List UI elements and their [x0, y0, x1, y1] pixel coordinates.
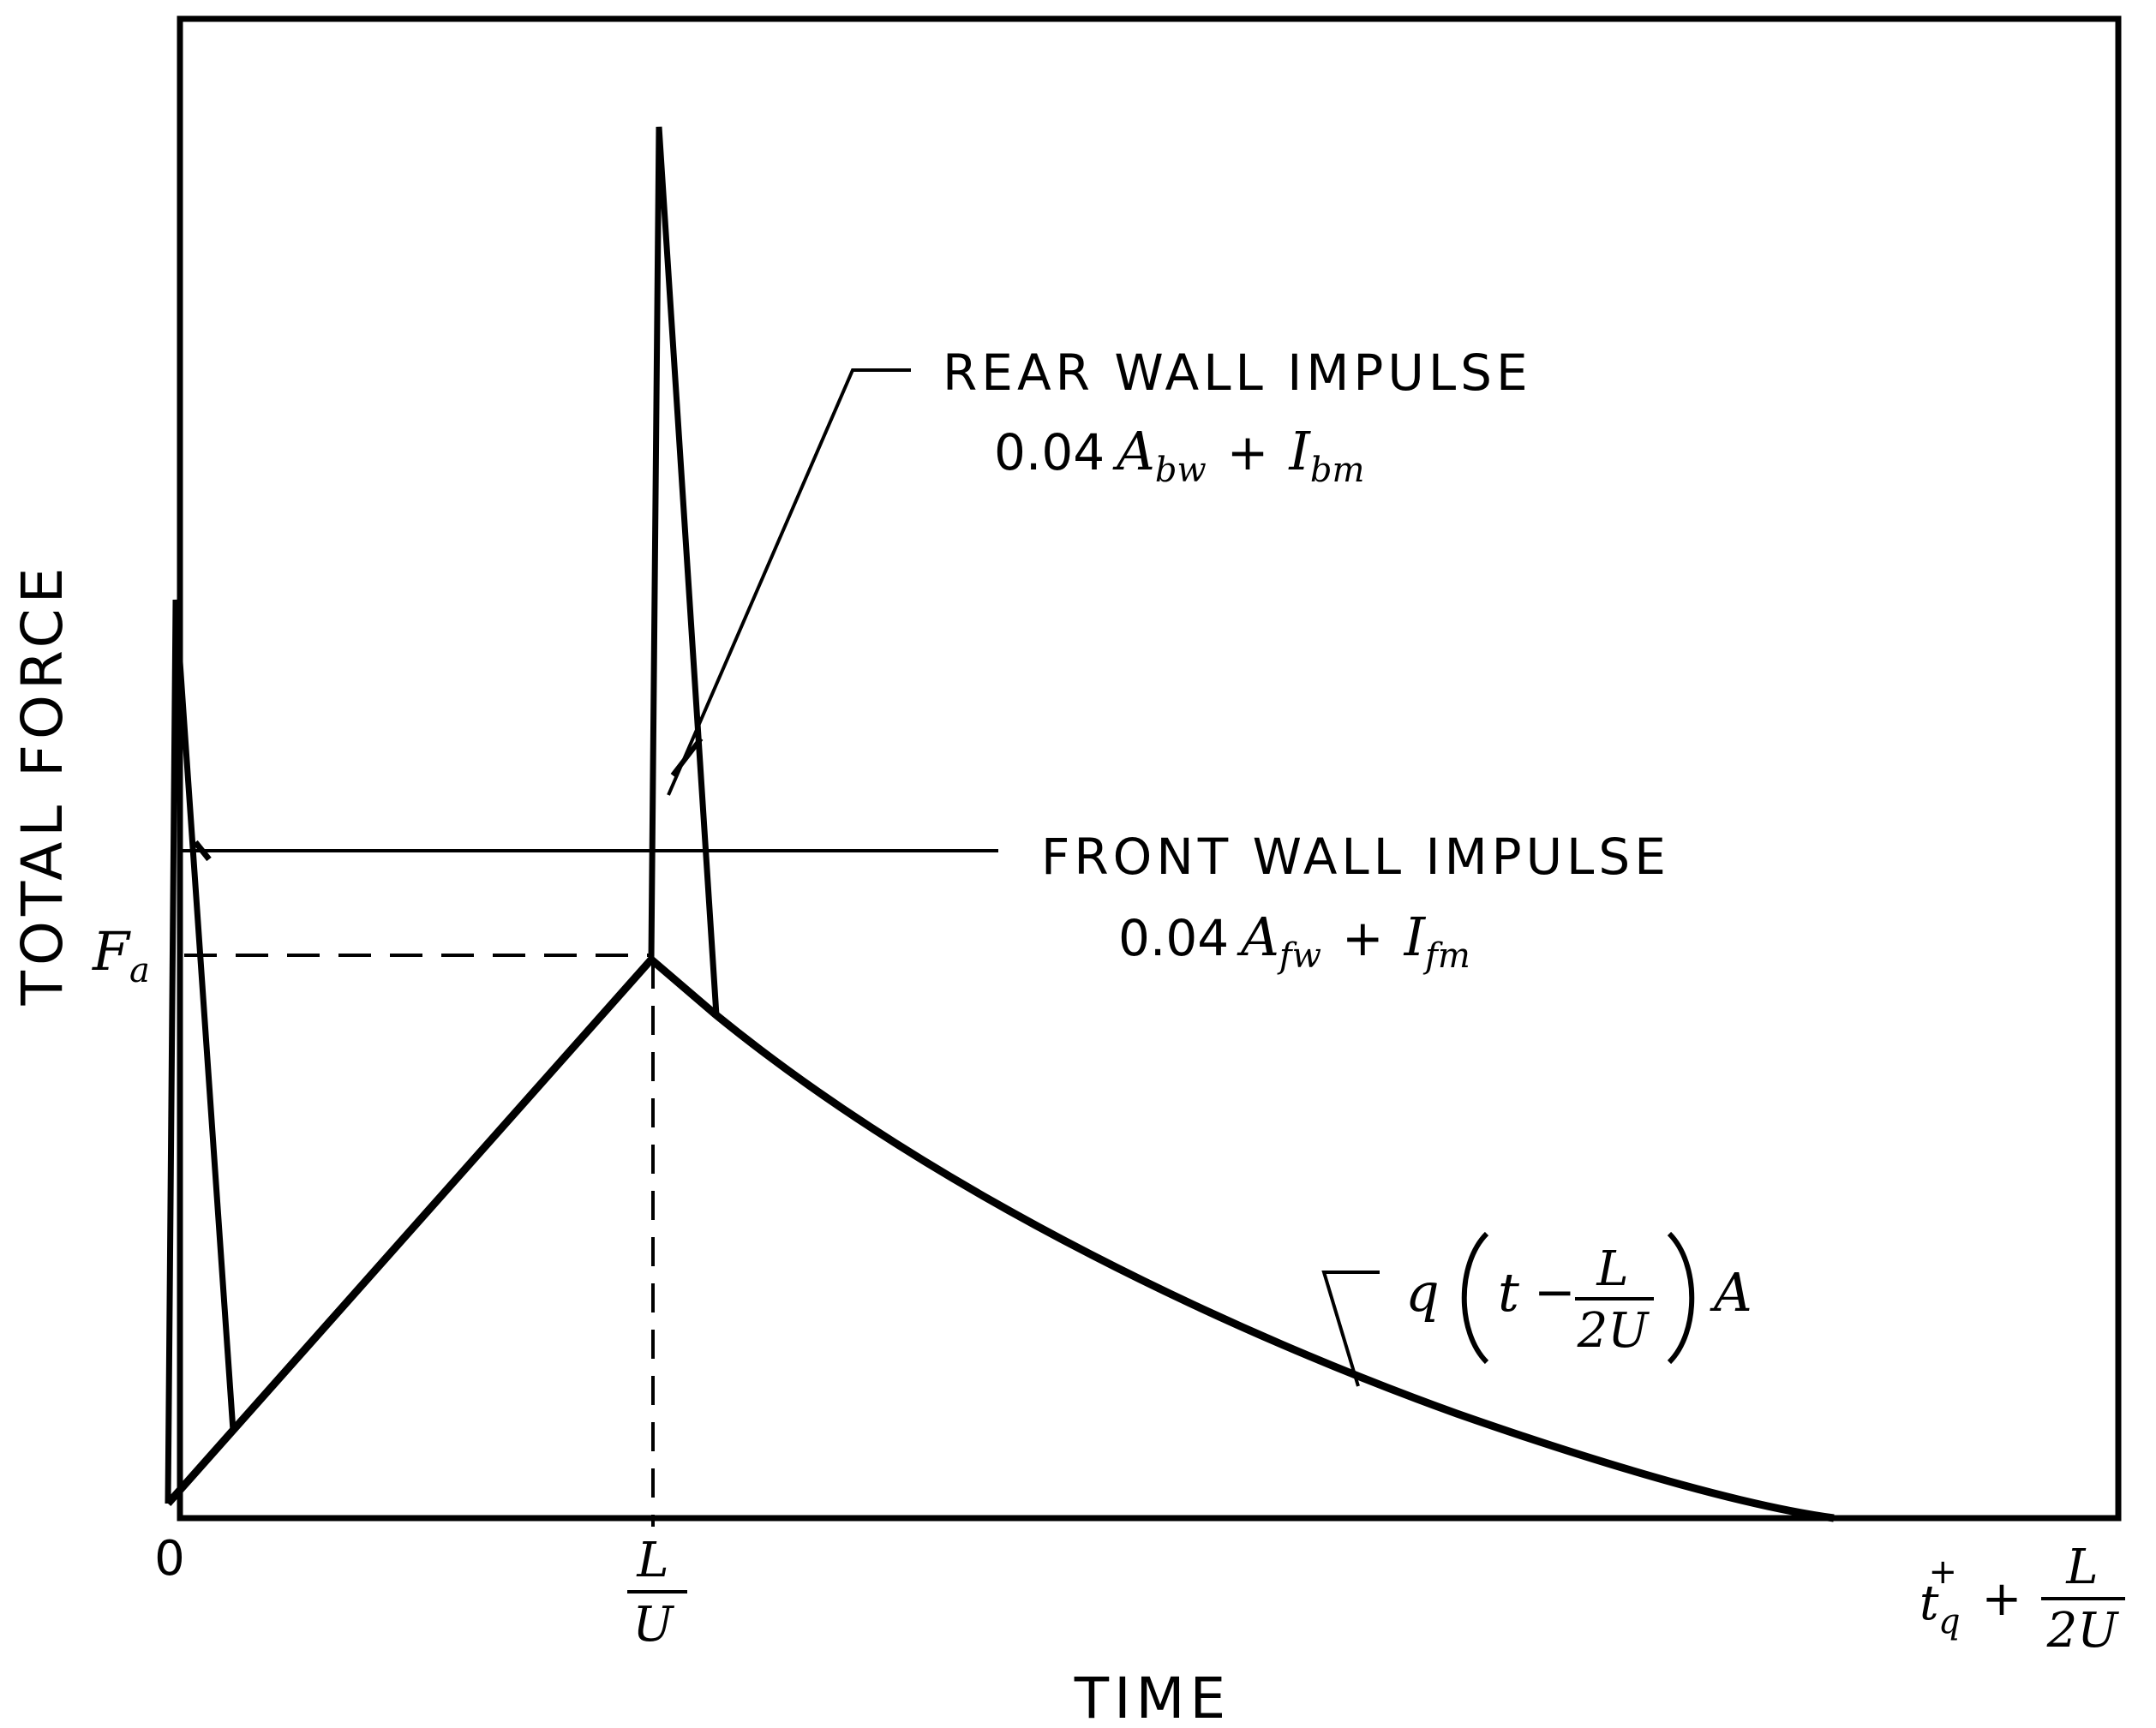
x-tick-end-denominator: 2U [2046, 1603, 2120, 1659]
x-tick-l-over-u-numerator: L [636, 1533, 668, 1588]
rear-wall-leader [667, 368, 911, 796]
decay-label-denominator: 2U [1577, 1303, 1650, 1359]
front-wall-leader-tick [193, 840, 212, 862]
net-force-curve [165, 954, 1835, 1522]
plot-frame [177, 15, 2122, 1522]
rear-wall-impulse-formula: 0.04 Abw + Ibm [994, 420, 1364, 490]
front-wall-impulse-title: FRONT WALL IMPULSE [1041, 828, 1670, 886]
decay-leader [1321, 1271, 1380, 1387]
decay-label-numerator: L [1596, 1241, 1628, 1297]
decay-label-right-paren [1667, 1231, 1695, 1365]
x-axis-title: TIME [1074, 1665, 1231, 1728]
decay-label-left-paren [1461, 1231, 1489, 1365]
rear-wall-impulse-spike [648, 126, 720, 1016]
y-axis-title: TOTAL FORCE [9, 563, 75, 1007]
rear-wall-impulse-title: REAR WALL IMPULSE [943, 344, 1532, 402]
decay-label-a: A [1710, 1261, 1752, 1324]
fa-label: Fa [92, 920, 150, 990]
x-tick-end-tq: t+ q [1919, 1552, 1961, 1641]
x-tick-end-plus: + [1982, 1571, 2022, 1627]
decay-label-minus: − [1534, 1263, 1576, 1321]
front-wall-impulse-spike [165, 599, 237, 1504]
rear-wall-leader-arrow [670, 737, 704, 777]
decay-label-t: t [1498, 1261, 1519, 1324]
x-tick-l-over-u-denominator: U [632, 1597, 674, 1653]
decay-label-q: q [1405, 1261, 1440, 1324]
x-tick-end-numerator: L [2065, 1540, 2098, 1595]
front-wall-impulse-formula: 0.04 Afw + Ifm [1118, 906, 1470, 976]
x-tick-origin: 0 [154, 1531, 185, 1587]
